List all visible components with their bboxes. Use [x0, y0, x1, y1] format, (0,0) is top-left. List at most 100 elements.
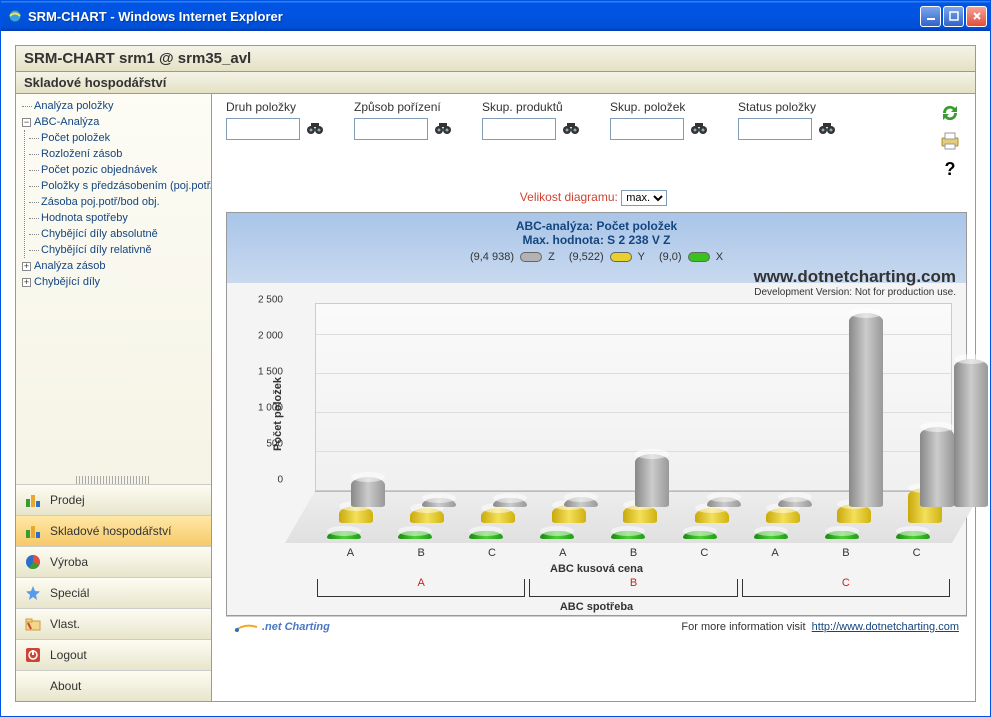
nav-label: Výroba	[50, 555, 88, 569]
tree-link[interactable]: Počet položek	[41, 132, 110, 144]
bar-cylinder	[766, 508, 800, 523]
nav-item[interactable]: About	[16, 670, 211, 701]
filter-column: Status položky	[738, 100, 836, 140]
x-group-label: C	[838, 577, 854, 589]
tree-node[interactable]: Analýza položky	[18, 98, 209, 114]
bar-cylinder	[422, 498, 456, 507]
legend-swatch	[610, 252, 632, 262]
nav-label: Prodej	[50, 493, 85, 507]
filter-label: Skup. produktů	[482, 100, 580, 114]
x-category: B	[810, 547, 881, 559]
sidebar: Analýza položky−ABC-AnalýzaPočet položek…	[16, 94, 212, 701]
x-groups: ABC	[315, 579, 952, 597]
binoculars-icon[interactable]	[818, 121, 836, 138]
filter-input[interactable]	[482, 118, 556, 140]
filter-label: Způsob pořízení	[354, 100, 452, 114]
x-category: B	[386, 547, 457, 559]
bars	[315, 303, 952, 543]
maximize-button[interactable]	[943, 6, 964, 27]
bar-cylinder	[564, 497, 598, 507]
bar-cylinder	[778, 497, 812, 507]
bar-cylinder	[540, 531, 574, 539]
window-buttons	[920, 6, 987, 27]
tree-node[interactable]: Počet pozic objednávek	[25, 162, 209, 178]
binoculars-icon[interactable]	[562, 121, 580, 138]
minimize-button[interactable]	[920, 6, 941, 27]
tree-link[interactable]: Chybějící díly relativně	[41, 244, 152, 256]
filter-input[interactable]	[354, 118, 428, 140]
tree-node[interactable]: +Analýza zásob	[18, 258, 209, 274]
filter-input[interactable]	[738, 118, 812, 140]
binoculars-icon[interactable]	[434, 121, 452, 138]
filter-input[interactable]	[226, 118, 300, 140]
expand-icon[interactable]: +	[22, 262, 31, 271]
bar-cylinder	[481, 508, 515, 523]
y-tick: 1 000	[258, 403, 283, 414]
filter-bar: Druh položky Způsob pořízení Skup. produkt…	[212, 94, 975, 182]
nav-item[interactable]: Prodej	[16, 484, 211, 515]
x-category: A	[315, 547, 386, 559]
tree-node[interactable]: Zásoba poj.potř/bod obj.	[25, 194, 209, 210]
tree-link[interactable]: ABC-Analýza	[34, 116, 99, 128]
tree-link[interactable]: Položky s předzásobením (poj.potř/bod ob…	[41, 180, 211, 192]
filter-input[interactable]	[610, 118, 684, 140]
bars-icon	[24, 522, 42, 540]
x-group: A	[317, 579, 525, 597]
x-category: B	[598, 547, 669, 559]
binoculars-icon[interactable]	[306, 121, 324, 138]
help-button[interactable]: ?	[935, 156, 965, 182]
refresh-button[interactable]	[935, 100, 965, 126]
binoculars-icon[interactable]	[690, 121, 708, 138]
tree-node[interactable]: Hodnota spotřeby	[25, 210, 209, 226]
tree-link[interactable]: Rozložení zásob	[41, 148, 122, 160]
titlebar[interactable]: SRM-CHART - Windows Internet Explorer	[1, 1, 990, 31]
nav-item[interactable]: Speciál	[16, 577, 211, 608]
nav-item[interactable]: Vlast.	[16, 608, 211, 639]
size-select[interactable]: max.	[621, 190, 667, 206]
tree-link[interactable]: Hodnota spotřeby	[41, 212, 128, 224]
legend-item: (9,4 938) Z	[470, 251, 555, 263]
nav-item[interactable]: Výroba	[16, 546, 211, 577]
splitter-grip[interactable]	[76, 476, 151, 484]
x-axis-inner-label: ABC kusová cena	[227, 563, 966, 575]
tree-link[interactable]: Počet pozic objednávek	[41, 164, 157, 176]
filter-column: Druh položky	[226, 100, 324, 140]
pie-icon	[24, 553, 42, 571]
section-title: Skladové hospodářství	[15, 72, 976, 94]
filter-label: Skup. položek	[610, 100, 708, 114]
bar-cylinder	[623, 505, 657, 523]
chart-title-line1: ABC-analýza: Počet položek	[227, 219, 966, 233]
expand-icon[interactable]: +	[22, 278, 31, 287]
tree-node[interactable]: +Chybějící díly	[18, 274, 209, 290]
tree-link[interactable]: Zásoba poj.potř/bod obj.	[41, 196, 160, 208]
bar-cylinder	[683, 531, 717, 539]
tree-link[interactable]: Chybějící díly	[34, 276, 100, 288]
x-group: C	[742, 579, 950, 597]
tree-link[interactable]: Chybějící díly absolutně	[41, 228, 158, 240]
tree-link[interactable]: Analýza zásob	[34, 260, 106, 272]
nav-label: Skladové hospodářství	[50, 524, 171, 538]
close-button[interactable]	[966, 6, 987, 27]
tree-node[interactable]: Chybějící díly absolutně	[25, 226, 209, 242]
body: Analýza položky−ABC-AnalýzaPočet položek…	[15, 94, 976, 702]
bar-cylinder	[339, 506, 373, 523]
footer-link[interactable]: http://www.dotnetcharting.com	[812, 621, 959, 633]
main-content: Druh položky Způsob pořízení Skup. produkt…	[212, 94, 975, 701]
x-category: A	[527, 547, 598, 559]
tree-node[interactable]: Chybějící díly relativně	[25, 242, 209, 258]
tree-node[interactable]: Položky s předzásobením (poj.potř/bod ob…	[25, 178, 209, 194]
tree-node[interactable]: Rozložení zásob	[25, 146, 209, 162]
collapse-icon[interactable]: −	[22, 118, 31, 127]
legend-item: (9,522) Y	[569, 251, 645, 263]
chart-title-line2: Max. hodnota: S 2 238 V Z	[227, 233, 966, 247]
print-button[interactable]	[935, 128, 965, 154]
blank-icon	[24, 677, 42, 695]
tree-node[interactable]: −ABC-Analýza	[18, 114, 209, 130]
bar-cylinder	[635, 454, 669, 507]
tree-node[interactable]: Počet položek	[25, 130, 209, 146]
nav-item[interactable]: Logout	[16, 639, 211, 670]
nav-list: Prodej Skladové hospodářství Výroba Speciál…	[16, 484, 211, 701]
nav-item[interactable]: Skladové hospodářství	[16, 515, 211, 546]
tree-link[interactable]: Analýza položky	[34, 100, 114, 112]
filter-label: Status položky	[738, 100, 836, 114]
